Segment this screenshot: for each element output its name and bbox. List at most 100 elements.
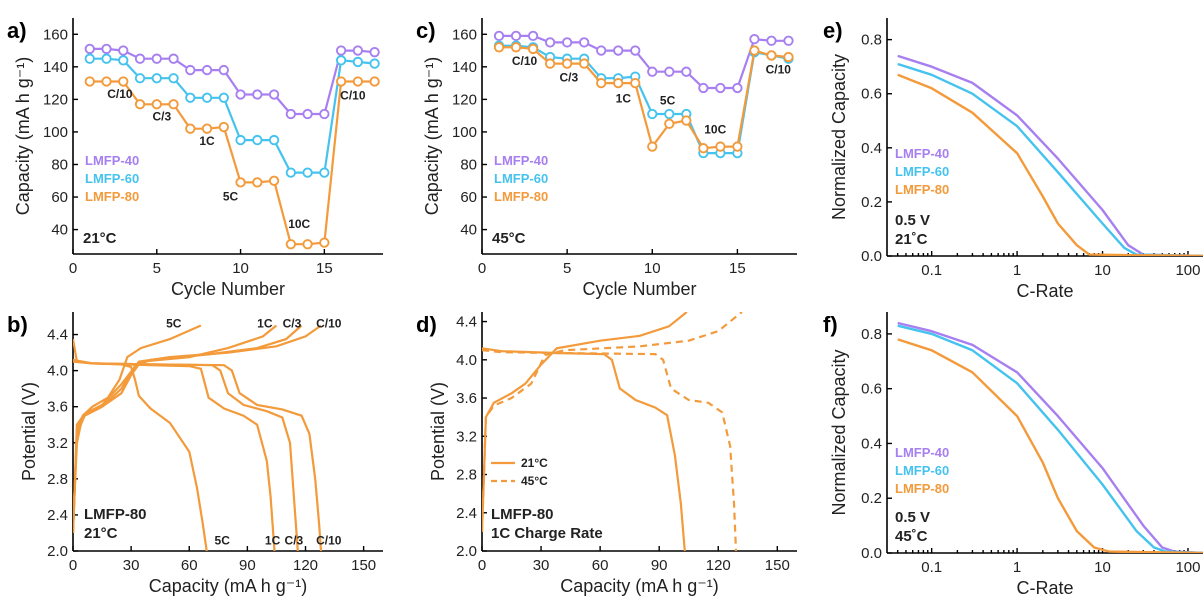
data-point (218, 64, 229, 76)
x-tick-label: 0 (69, 557, 77, 574)
legend-entry: LMFP-80 (85, 189, 139, 204)
y-tick-label: 0.2 (861, 194, 882, 211)
x-tick-label: 100 (1175, 559, 1200, 576)
charge-curve-c10 (73, 324, 322, 534)
rate-label: C/10 (512, 54, 538, 68)
legend-entry: LMFP-40 (85, 153, 139, 168)
y-tick-label: 160 (43, 26, 68, 43)
data-point (493, 42, 505, 53)
panel-a: 0 5 10 15 40 60 80 100 120 140 160 Cycle Number Capa… (7, 18, 383, 299)
x-tick-label: 5 (153, 260, 161, 277)
data-point (319, 237, 330, 248)
y-tick-label: 0.6 (861, 86, 882, 103)
panel-label: c) (416, 18, 436, 43)
condition-label: LMFP-80 (491, 506, 554, 523)
y-axis-label: Potential (V) (19, 382, 39, 481)
x-tick-label: 1 (1013, 559, 1021, 576)
data-point (101, 76, 112, 87)
y-tick-label: 2.4 (456, 505, 477, 522)
y-tick-label: 100 (452, 124, 477, 141)
data-point (732, 82, 743, 94)
x-tick-label: 10 (1094, 559, 1111, 576)
data-point (302, 108, 313, 120)
series-line-lmfp-40 (89, 47, 375, 116)
y-tick-label: 2.0 (456, 543, 477, 560)
legend-entry: LMFP-80 (895, 481, 949, 496)
data-point (185, 64, 196, 76)
y-tick-label: 0.2 (861, 490, 882, 507)
data-point (151, 53, 162, 64)
data-point (510, 30, 522, 42)
data-point (252, 134, 263, 146)
panel-f: 0.1 1 10 100 0.0 0.2 0.4 0.6 0.8 C-Rate Normalized… (823, 312, 1203, 598)
series-line-lmfp-60 (897, 62, 1203, 256)
condition-label: 21˚C (895, 231, 928, 248)
y-axis-label: Normalized Capacity (829, 349, 849, 515)
data-point (579, 37, 590, 48)
data-point (118, 45, 129, 56)
data-point (544, 37, 556, 48)
data-point (201, 64, 213, 76)
data-point (84, 76, 95, 87)
y-tick-label: 2.0 (47, 543, 68, 560)
data-point (544, 58, 556, 69)
panel-label: b) (7, 312, 28, 337)
series-line-lmfp-40 (897, 321, 1203, 553)
condition-label: 21°C (83, 230, 117, 247)
rate-label: C/3 (559, 70, 578, 84)
discharge-end-label: C/10 (316, 534, 342, 548)
y-tick-label: 60 (51, 189, 68, 206)
x-axis-label: Cycle Number (582, 279, 696, 299)
x-tick-label: 10 (232, 260, 249, 277)
data-point (201, 123, 213, 134)
x-tick-label: 10 (644, 260, 661, 277)
rate-label: 10C (288, 217, 310, 231)
data-point (613, 77, 624, 89)
y-tick-label: 0.8 (861, 326, 882, 343)
data-point (369, 58, 380, 69)
data-point (698, 82, 709, 94)
data-point (235, 134, 246, 146)
data-point (285, 239, 296, 250)
x-tick-label: 0 (69, 260, 77, 277)
y-tick-label: 4.0 (456, 352, 477, 369)
data-point (252, 89, 263, 100)
y-axis-label: Potential (V) (428, 382, 448, 481)
legend-entry: LMFP-60 (895, 164, 949, 179)
y-tick-label: 2.8 (47, 471, 68, 488)
panel-d: 0 30 60 90 120 150 2.0 2.4 2.8 3.2 3.6 4.0 4.4 Capaci… (416, 312, 797, 596)
data-point (664, 66, 675, 77)
condition-label: 45°C (492, 230, 526, 247)
series-line-lmfp-40 (499, 34, 789, 90)
rate-label: 1C (199, 134, 215, 148)
rate-label: C/3 (152, 110, 171, 124)
x-axis-label: C-Rate (1016, 281, 1073, 301)
series-line-lmfp-80 (897, 338, 1203, 553)
data-point (766, 50, 777, 61)
data-point (493, 30, 505, 42)
charge-end-label: C/3 (283, 317, 302, 331)
x-axis-label: C-Rate (1016, 578, 1073, 598)
data-point (134, 73, 146, 84)
data-point (134, 53, 146, 64)
y-tick-label: 40 (460, 222, 477, 239)
x-tick-label: 0 (478, 260, 486, 277)
y-tick-label: 3.6 (47, 399, 68, 416)
y-tick-label: 2.8 (456, 467, 477, 484)
y-tick-label: 120 (452, 91, 477, 108)
data-point (352, 45, 364, 56)
discharge-end-label: 1C (265, 534, 281, 548)
data-point (218, 92, 229, 103)
x-tick-label: 100 (1175, 262, 1200, 279)
data-point (151, 73, 162, 84)
data-point (698, 143, 709, 154)
series-line-lmfp-40 (897, 54, 1203, 256)
data-point (749, 45, 760, 56)
y-tick-label: 4.4 (47, 327, 68, 344)
y-axis-label: Normalized Capacity (829, 54, 849, 220)
data-point (783, 51, 794, 63)
data-point (335, 45, 347, 56)
condition-label: 21°C (84, 525, 118, 542)
data-point (335, 55, 347, 66)
x-tick-label: 90 (651, 557, 668, 574)
